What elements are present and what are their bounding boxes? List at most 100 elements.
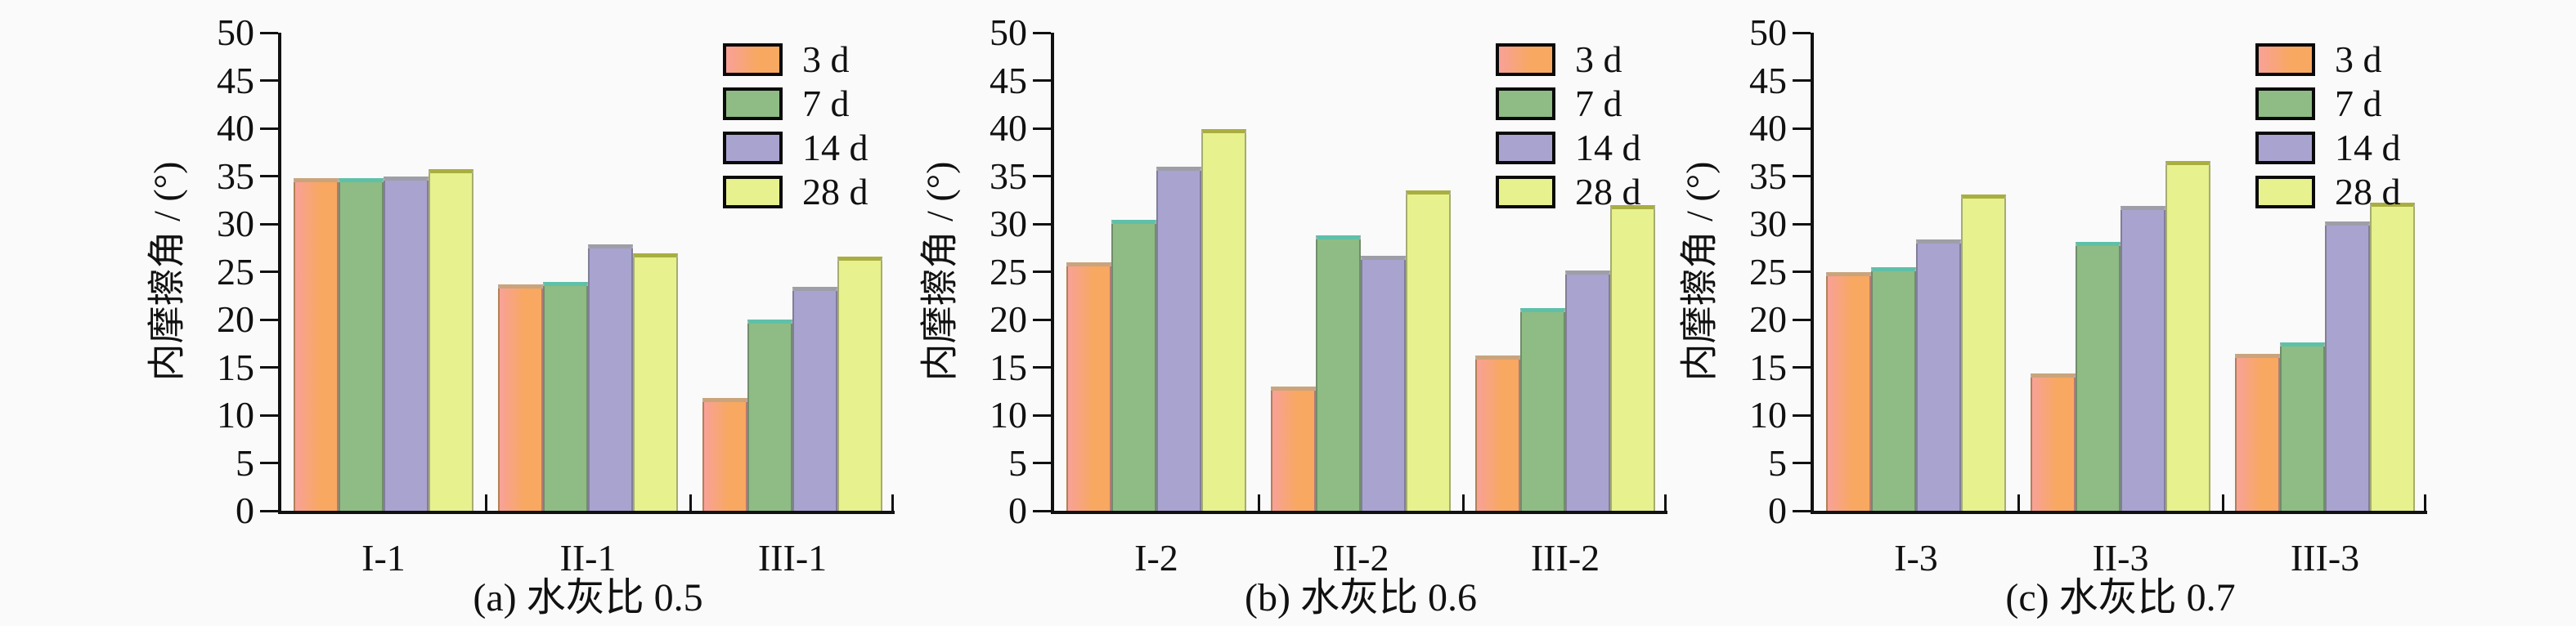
legend-item: 3 d xyxy=(2255,38,2401,82)
bar-I-2-3d xyxy=(1066,262,1111,511)
legend-swatch-7d xyxy=(1496,87,1555,120)
y-axis-tick xyxy=(1033,222,1051,226)
bar-III-1-3d xyxy=(702,397,747,511)
x-category-label: III-2 xyxy=(1530,537,1600,579)
bar-II-3-28d xyxy=(2165,160,2210,511)
bar-I-1-7d xyxy=(339,177,384,511)
x-axis-tick xyxy=(1664,494,1667,511)
bar-I-3-14d xyxy=(1916,239,1961,511)
y-axis-tick xyxy=(260,175,278,177)
y-axis-tick-label: 40 xyxy=(1749,107,1787,149)
bar-III-3-14d xyxy=(2325,221,2370,511)
bar-I-1-14d xyxy=(384,176,429,511)
bar-I-3-3d xyxy=(1826,271,1871,511)
bar-III-1-7d xyxy=(747,320,792,511)
y-axis-tick-label: 5 xyxy=(1008,441,1027,484)
y-axis-tick xyxy=(1793,271,1811,273)
x-axis-tick xyxy=(891,494,894,511)
y-axis-tick-label: 45 xyxy=(217,59,254,101)
y-axis-tick xyxy=(1033,414,1051,417)
bar-III-3-28d xyxy=(2370,203,2415,511)
legend-label: 3 d xyxy=(2335,38,2382,80)
y-axis-tick xyxy=(1033,79,1051,82)
x-axis-tick xyxy=(1257,494,1260,511)
chart-caption: (c) 水灰比 0.7 xyxy=(2005,576,2236,619)
legend-swatch-3d xyxy=(1496,43,1555,76)
x-axis-tick xyxy=(1461,494,1465,511)
y-axis-tick-label: 50 xyxy=(217,11,254,53)
y-axis-tick xyxy=(1033,127,1051,130)
chart-b-water-cement-0.6: 内摩擦角 / (°) (b) 水灰比 0.6 0 5 10 15 20 25 30 35 40 4… xyxy=(919,14,1667,619)
y-axis-tick xyxy=(1793,414,1811,417)
y-axis-tick xyxy=(260,127,278,130)
y-axis-tick xyxy=(1793,222,1811,226)
bar-III-1-14d xyxy=(792,287,837,511)
legend-label: 3 d xyxy=(802,38,850,80)
legend-label: 14 d xyxy=(802,127,868,168)
y-axis-tick-label: 45 xyxy=(1749,59,1787,101)
legend-swatch-3d xyxy=(723,43,783,76)
legend-item: 7 d xyxy=(2255,82,2401,126)
y-axis-tick-label: 40 xyxy=(990,107,1027,149)
y-axis-tick-label: 20 xyxy=(217,298,254,340)
bar-III-2-3d xyxy=(1475,355,1520,511)
y-axis-tick-label: 30 xyxy=(217,203,254,244)
y-axis-tick-label: 5 xyxy=(1768,441,1787,484)
x-axis-tick xyxy=(484,494,487,511)
x-axis-tick xyxy=(2017,494,2020,511)
bar-II-1-7d xyxy=(543,282,588,511)
y-axis-tick-label: 0 xyxy=(236,490,254,531)
bar-II-2-7d xyxy=(1316,235,1361,511)
legend-swatch-3d xyxy=(2255,43,2315,76)
y-axis-tick xyxy=(1793,509,1811,512)
y-axis-tick xyxy=(1793,462,1811,464)
x-axis-tick xyxy=(2424,494,2426,511)
legend-label: 28 d xyxy=(2335,171,2401,212)
bar-III-3-3d xyxy=(2235,354,2280,511)
y-axis-tick xyxy=(1793,31,1811,34)
legend-label: 28 d xyxy=(1575,171,1641,212)
y-axis-tick xyxy=(1793,79,1811,82)
x-axis-tick xyxy=(689,494,692,511)
y-axis-tick-label: 5 xyxy=(236,441,254,484)
legend-item: 28 d xyxy=(723,170,868,214)
y-axis-tick-label: 10 xyxy=(1749,394,1787,436)
legend-label: 7 d xyxy=(2335,83,2382,124)
y-axis-tick-label: 25 xyxy=(1749,250,1787,293)
y-axis-tick xyxy=(1033,175,1051,177)
bar-I-1-28d xyxy=(429,169,473,511)
y-axis-tick xyxy=(1793,175,1811,177)
bar-II-2-14d xyxy=(1361,255,1406,511)
y-axis-tick-label: 20 xyxy=(990,298,1027,340)
x-category-label: III-1 xyxy=(757,537,828,579)
legend-item: 14 d xyxy=(2255,126,2401,170)
x-category-label: I-2 xyxy=(1134,537,1178,579)
legend-item: 28 d xyxy=(2255,170,2401,214)
y-axis-tick xyxy=(1033,271,1051,273)
y-axis-tick-label: 25 xyxy=(990,250,1027,293)
y-axis-tick xyxy=(260,222,278,226)
y-axis-tick xyxy=(1793,127,1811,130)
y-axis-tick xyxy=(1793,366,1811,369)
legend-swatch-7d xyxy=(723,87,783,120)
x-category-label: II-2 xyxy=(1332,537,1389,579)
bar-III-1-28d xyxy=(837,256,882,511)
x-category-label: I-1 xyxy=(361,537,406,579)
y-axis-tick xyxy=(1033,462,1051,464)
y-axis-tick-label: 0 xyxy=(1768,490,1787,531)
chart-c-water-cement-0.7: 内摩擦角 / (°) (c) 水灰比 0.7 0 5 10 15 20 25 30 35 40 4… xyxy=(1679,14,2427,619)
y-axis-tick-label: 30 xyxy=(1749,203,1787,244)
chart-caption: (b) 水灰比 0.6 xyxy=(1245,576,1477,619)
legend-item: 3 d xyxy=(723,38,868,82)
y-axis-tick-label: 35 xyxy=(217,154,254,197)
y-axis-tick xyxy=(260,414,278,417)
y-axis-tick xyxy=(1033,31,1051,34)
bar-III-3-7d xyxy=(2280,342,2325,511)
y-axis-tick-label: 25 xyxy=(217,250,254,293)
legend-item: 14 d xyxy=(723,126,868,170)
y-axis-tick xyxy=(1793,318,1811,321)
legend-swatch-14d xyxy=(1496,132,1555,164)
